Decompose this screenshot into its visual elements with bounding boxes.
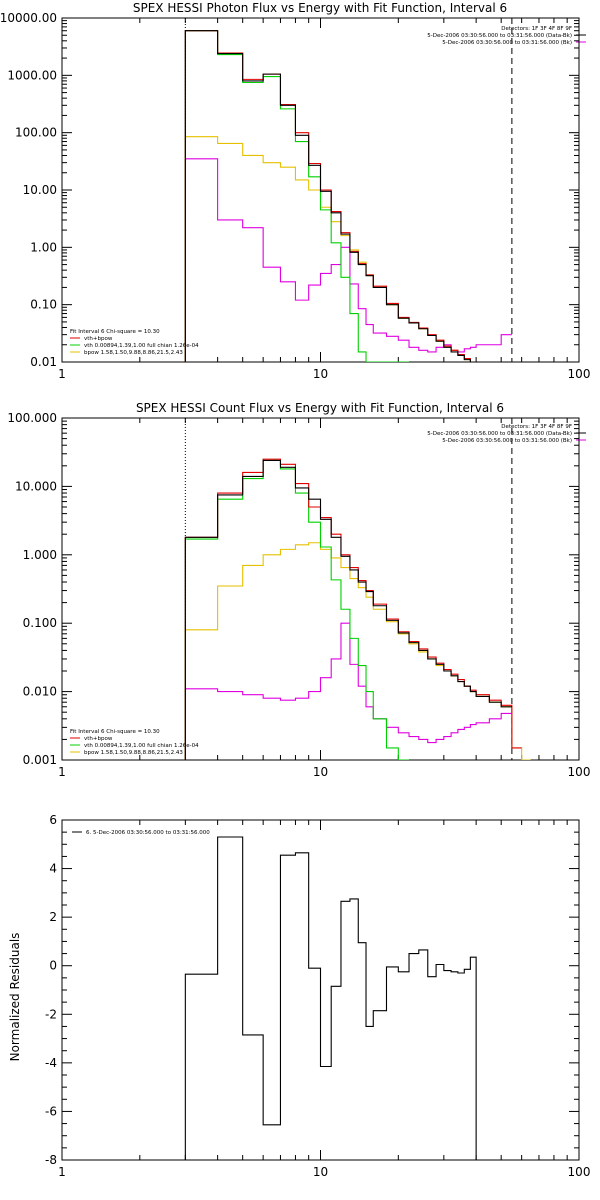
legend-entry: vth+bpow: [84, 336, 113, 342]
y-tick-label: 10.00: [23, 183, 57, 197]
y-tick-label: 1000.00: [7, 68, 57, 82]
legend-entry: bpow 1.58,1.50,9.88,8.86,21.5,2.43: [84, 750, 183, 756]
y-tick-label: -6: [45, 1104, 57, 1118]
legend-entry: vth 0.00894,1.39,1.00 full chian 1.26e-0…: [84, 743, 199, 749]
series-vth: [184, 30, 410, 362]
series-residuals: [184, 836, 490, 1160]
y-tick-label: -8: [45, 1153, 57, 1167]
y-tick-label: 100.00: [15, 126, 57, 140]
legend-entry: vth+bpow: [84, 736, 113, 742]
y-tick-label: 0: [49, 959, 57, 973]
x-tick-label: 1: [58, 765, 66, 779]
y-tick-label: 100.000: [7, 411, 57, 425]
series-bpow: [184, 136, 512, 362]
chart-title: SPEX HESSI Photon Flux vs Energy with Fi…: [133, 1, 507, 15]
y-tick-label: 1.000: [23, 548, 57, 562]
info-line: Detectors: 1F 3F 4F 8F 9F: [501, 424, 572, 430]
y-tick-label: 6: [49, 813, 57, 827]
series-vth-bpow: [184, 458, 522, 760]
x-tick-label: 10: [313, 765, 328, 779]
y-tick-label: 0.001: [23, 753, 57, 767]
info-line: Detectors: 1F 3F 4F 8F 9F: [501, 26, 572, 32]
series-data-bk: [184, 30, 512, 362]
legend-entry: bpow 1.58,1.50,9.88,8.86,21.5,2.43: [84, 350, 183, 356]
x-tick-label: 1: [58, 367, 66, 381]
y-tick-label: 0.10: [30, 298, 57, 312]
x-tick-label: 10: [313, 367, 328, 381]
legend-header: Fit Interval 6 Chi-square = 10.30: [70, 329, 160, 335]
y-tick-label: 0.100: [23, 616, 57, 630]
x-tick-label: 100: [568, 367, 591, 381]
series-vth-bpow: [184, 30, 512, 362]
series-vth: [184, 459, 410, 760]
y-tick-label: 0.01: [30, 355, 57, 369]
x-tick-label: 100: [568, 1165, 591, 1179]
legend: Fit Interval 6 Chi-square = 10.30 vth+bp…: [70, 329, 199, 356]
series-data-bk: [184, 459, 512, 760]
y-tick-label: 10.000: [15, 479, 57, 493]
residuals-panel: Normalized Residuals 6. 5-Dec-2006 03:30…: [8, 813, 590, 1179]
series-bk: [184, 622, 512, 760]
info-line: 5-Dec-2006 03:30:56.000 to 03:31:56.000 …: [442, 40, 572, 46]
y-tick-label: 4: [49, 862, 57, 876]
legend-header: Fit Interval 6 Chi-square = 10.30: [70, 729, 160, 735]
legend: 6. 5-Dec-2006 03:30:56.000 to 03:31:56.0…: [72, 830, 210, 836]
chart-title: SPEX HESSI Count Flux vs Energy with Fit…: [136, 401, 504, 415]
y-tick-label: 1.00: [30, 240, 57, 254]
series-bk: [184, 158, 512, 362]
y-tick-label: 0.010: [23, 685, 57, 699]
count-flux-panel: SPEX HESSI Count Flux vs Energy with Fit…: [7, 401, 590, 779]
legend-entry: 6. 5-Dec-2006 03:30:56.000 to 03:31:56.0…: [86, 830, 210, 836]
x-tick-label: 100: [568, 765, 591, 779]
y-tick-label: -4: [45, 1056, 57, 1070]
y-tick-label: -2: [45, 1007, 57, 1021]
y-axis-label: Normalized Residuals: [8, 933, 22, 1062]
info-line: 5-Dec-2006 03:30:56.000 to 03:31:56.000 …: [442, 438, 572, 444]
plot-frame: [61, 417, 580, 761]
legend-entry: vth 0.00894,1.39,1.00 full chian 1.26e-0…: [84, 343, 199, 349]
info-line: 5-Dec-2006 03:30:56.000 to 03:31:56.000 …: [427, 431, 572, 437]
info-line: 5-Dec-2006 03:30:56.000 to 03:31:56.000 …: [427, 33, 572, 39]
x-tick-label: 10: [313, 1165, 328, 1179]
photon-flux-panel: SPEX HESSI Photon Flux vs Energy with Fi…: [0, 1, 590, 381]
y-tick-label: 2: [49, 910, 57, 924]
x-tick-label: 1: [58, 1165, 66, 1179]
legend: Fit Interval 6 Chi-square = 10.30 vth+bp…: [70, 729, 199, 756]
y-tick-label: 10000.00: [0, 11, 57, 25]
